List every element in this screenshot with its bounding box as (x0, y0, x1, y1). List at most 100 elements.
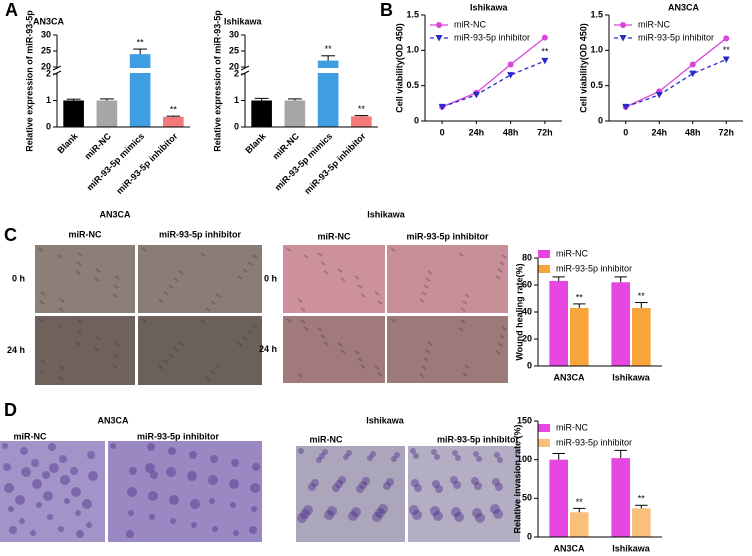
micrograph-texture (173, 277, 179, 282)
micrograph-texture (377, 372, 383, 377)
micrograph-cell (127, 487, 137, 497)
error-bar (166, 115, 181, 117)
micrograph-cell (472, 508, 482, 518)
micrograph (387, 316, 508, 383)
micrograph-cell (20, 447, 28, 455)
micrograph-cell (126, 530, 134, 538)
micrograph-texture (95, 268, 101, 273)
micrograph-cell (494, 452, 500, 458)
significance: ** (638, 494, 646, 504)
axis-break (240, 65, 250, 71)
micrograph-cell (414, 484, 422, 492)
bar (549, 459, 568, 537)
panel-label: A (5, 0, 18, 20)
legend-label: miR-NC (638, 19, 670, 29)
micrograph-cell (43, 491, 53, 501)
x-tick-label: 72h (718, 127, 734, 137)
series-line (625, 37, 727, 108)
error-bar (288, 98, 302, 101)
micrograph-cell (71, 487, 81, 497)
y-axis-title: Cell viability(OD 450) (578, 23, 588, 113)
y-tick-label: 1.0 (406, 45, 419, 55)
micrograph-texture (462, 300, 468, 305)
y-axis-title: Relative expression of miR-93-5p (24, 10, 34, 152)
micrograph-cell (209, 498, 215, 504)
micrograph-texture (462, 372, 468, 377)
y-tick-label: 0 (598, 115, 603, 125)
y-tick-label: 50 (522, 493, 532, 503)
micrograph-cell (490, 504, 500, 514)
axis-break-gap (239, 68, 378, 73)
y-tick-label: 0 (234, 121, 239, 131)
micrograph-cell (356, 485, 364, 493)
micrograph-texture (200, 319, 206, 324)
y-tick-label: 40 (522, 306, 532, 316)
micrograph-cell (32, 479, 42, 489)
micrograph-texture (297, 298, 303, 303)
micrograph-texture (360, 293, 366, 298)
micrograph-cell (229, 479, 239, 489)
micrograph-texture (39, 300, 45, 305)
x-tick-label: 0 (440, 127, 445, 137)
micrograph-texture (320, 334, 326, 339)
axis-break (52, 65, 62, 71)
x-tick-label: miR-93-5p mimics (85, 131, 147, 193)
y-tick-label: 20 (229, 61, 239, 71)
micrograph-cell (450, 476, 458, 484)
point (622, 103, 630, 111)
micrograph-cell (208, 475, 218, 485)
x-tick-label: miR-NC (83, 131, 114, 162)
legend-label: miR-NC (556, 248, 588, 258)
micrograph-cell (473, 451, 479, 457)
point (438, 103, 446, 111)
y-axis-title: Relative invasion rate (%) (512, 424, 522, 533)
micrograph-cell (149, 514, 155, 520)
micrograph-cell (455, 455, 461, 461)
micrograph-texture (317, 252, 323, 257)
micrograph-cell (47, 514, 53, 520)
micrograph-texture (38, 247, 44, 252)
point (541, 34, 548, 41)
micrograph-cell (76, 530, 84, 538)
micrograph-cell (251, 506, 257, 512)
micrograph-texture (57, 254, 63, 259)
significance: ** (325, 44, 333, 54)
series-line (441, 60, 546, 108)
x-tick-label: Ishikawa (612, 543, 651, 553)
micrograph-texture (205, 307, 211, 312)
micrograph-cell (21, 467, 31, 477)
micrograph-cell (87, 451, 95, 459)
micrograph-texture (419, 373, 425, 378)
micrograph-texture (237, 342, 243, 347)
micrograph (408, 446, 520, 542)
micrograph-texture (76, 261, 82, 266)
micrograph-cell (19, 518, 25, 524)
micrograph-cell (451, 507, 461, 517)
micrograph-cell (252, 463, 260, 471)
x-tick-label: 24h (651, 127, 667, 137)
micrograph-cell (433, 511, 443, 521)
micrograph-cell (231, 459, 239, 467)
micrograph-cell (300, 509, 310, 519)
column-label: miR-NC (69, 229, 102, 239)
micrograph-cell (476, 456, 482, 462)
micrograph-cell (343, 454, 349, 460)
micrograph-cell (249, 526, 257, 534)
micrograph-cell (166, 467, 176, 477)
micrograph-cell (58, 526, 64, 532)
micrograph-texture (178, 341, 184, 346)
micrograph-cell (2, 443, 8, 449)
x-tick-label: miR-93-5p mimics (273, 131, 335, 193)
column-label: miR-93-5p inhibitor (406, 231, 488, 241)
micrograph-texture (205, 376, 211, 381)
point (655, 91, 663, 99)
x-tick-label: Blank (243, 130, 268, 155)
y-tick-label: 0.5 (406, 80, 419, 90)
micrograph-texture (499, 334, 505, 339)
micrograph-cell (493, 509, 503, 519)
bar (163, 116, 184, 127)
micrograph-cell (452, 450, 458, 456)
micrograph (138, 316, 262, 385)
micrograph-cell (475, 513, 485, 523)
micrograph-cell (324, 510, 334, 520)
